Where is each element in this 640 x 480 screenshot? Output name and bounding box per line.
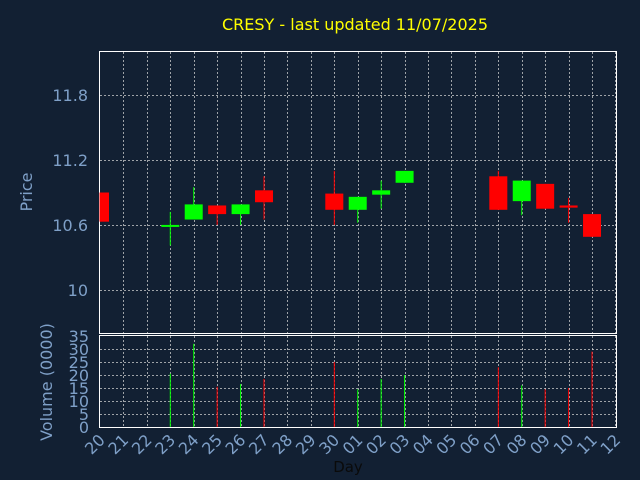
volume-tick-label: 10 xyxy=(69,392,89,411)
candle-body xyxy=(583,214,602,237)
candle-body xyxy=(208,205,227,215)
volume-panel-frame xyxy=(99,335,617,428)
candle-body xyxy=(536,183,555,209)
price-tick-label: 11.8 xyxy=(52,86,88,105)
volume-tick-label: 20 xyxy=(69,366,89,385)
candle-body xyxy=(255,190,274,203)
price-tick-label: 11.2 xyxy=(52,151,88,170)
volume-tick-label: 30 xyxy=(69,340,89,359)
candle-body xyxy=(489,176,508,210)
volume-axis-label: Volume (0000) xyxy=(37,323,56,441)
candlestick-series xyxy=(99,170,602,246)
volume-tick-label: 5 xyxy=(79,405,89,424)
candle-body xyxy=(348,196,367,210)
candle-body xyxy=(161,224,180,227)
volume-tick-label: 35 xyxy=(69,327,89,346)
day-axis-label: Day xyxy=(333,458,363,476)
candle-body xyxy=(184,204,203,220)
price-axis-ticks: 10 10.6 11.2 11.8 xyxy=(52,86,88,300)
candle-body xyxy=(512,180,531,202)
day-axis-ticks: 2021222324252627282930010203040506070809… xyxy=(81,430,624,458)
volume-tick-label: 25 xyxy=(69,353,89,372)
candle-body xyxy=(372,190,391,195)
candle-body xyxy=(559,205,578,208)
price-tick-label: 10 xyxy=(68,281,88,300)
candle-body xyxy=(100,192,109,222)
candle-body xyxy=(395,170,414,183)
volume-tick-label: 15 xyxy=(69,379,89,398)
volume-tick-label: 0 xyxy=(79,418,89,437)
volume-series xyxy=(169,343,593,427)
chart-title: CRESY - last updated 11/07/2025 xyxy=(222,15,488,34)
price-tick-label: 10.6 xyxy=(52,216,88,235)
candle-body xyxy=(231,204,250,215)
price-axis-label: Price xyxy=(17,172,36,211)
candle-body xyxy=(325,193,344,210)
day-tick-label: 12 xyxy=(596,430,624,458)
price-gridlines xyxy=(100,52,616,333)
